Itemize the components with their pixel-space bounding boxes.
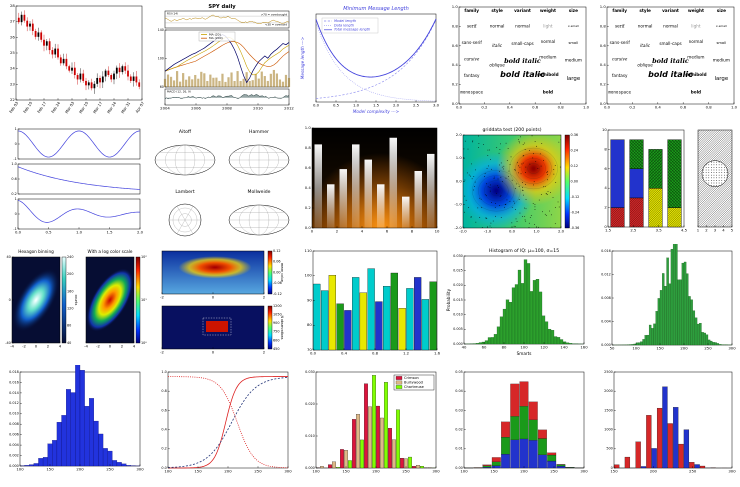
mml-plot xyxy=(296,0,444,121)
plot-cell-spy-daily xyxy=(148,0,296,122)
plot-cell-shared-subplots xyxy=(0,121,148,244)
plot-cell-three-color-histogram xyxy=(296,365,444,487)
plot-cell-blue-histogram xyxy=(0,365,148,487)
stacked-histogram-plot xyxy=(444,365,592,487)
projections-plot xyxy=(148,121,296,243)
red-blue-histogram-plot xyxy=(592,365,740,487)
candlestick-plot xyxy=(0,0,148,121)
gradient-bars-plot xyxy=(296,121,444,243)
fonts-1-plot xyxy=(444,0,592,121)
plot-cell-projections xyxy=(148,121,296,244)
plot-cell-stacked-histogram xyxy=(444,365,592,487)
griddata-plot xyxy=(444,121,592,243)
hexbin-mean-obs-plot xyxy=(148,243,296,365)
plot-cell-fonts-1 xyxy=(444,0,592,122)
three-color-histogram-plot xyxy=(296,365,444,487)
plot-cell-red-blue-histogram xyxy=(592,365,740,487)
plot-cell-fonts-2 xyxy=(592,0,740,122)
colored-bars-plot xyxy=(296,243,444,365)
plot-cell-cumulative-steps xyxy=(148,365,296,487)
fonts-2-plot xyxy=(592,0,740,121)
spy-daily-plot xyxy=(148,0,296,121)
iq-histogram-plot xyxy=(444,243,592,365)
plot-cell-green-histogram xyxy=(592,243,740,366)
hexbin-plot xyxy=(0,243,148,365)
cumulative-steps-plot xyxy=(148,365,296,487)
blue-histogram-plot xyxy=(0,365,148,487)
hatch-bars-plot xyxy=(592,121,740,243)
plot-cell-colored-bars xyxy=(296,243,444,366)
plot-cell-hexbin xyxy=(0,243,148,366)
plot-cell-iq-histogram xyxy=(444,243,592,366)
plot-cell-gradient-bars xyxy=(296,121,444,244)
plot-cell-candlestick xyxy=(0,0,148,122)
shared-subplots-plot xyxy=(0,121,148,243)
plot-cell-griddata xyxy=(444,121,592,244)
plot-cell-mml xyxy=(296,0,444,122)
green-histogram-plot xyxy=(592,243,740,365)
plot-cell-hatch-bars xyxy=(592,121,740,244)
plot-cell-hexbin-mean-obs xyxy=(148,243,296,366)
